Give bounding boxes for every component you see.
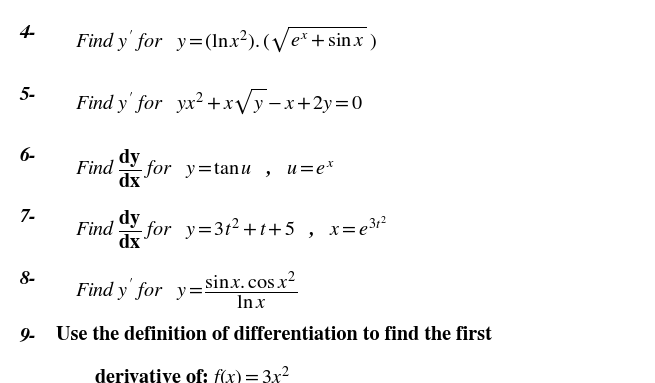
Text: 7-: 7- <box>20 209 37 226</box>
Text: Use the definition of differentiation to find the first: Use the definition of differentiation to… <box>56 326 491 344</box>
Text: 4-: 4- <box>20 25 37 43</box>
Text: 8-: 8- <box>20 270 37 288</box>
Text: $\mathbf{\mathit{Find}}$ $\mathbf{\dfrac{dy}{dx}}$ $\mathbf{\mathit{for}}$   $\m: $\mathbf{\mathit{Find}}$ $\mathbf{\dfrac… <box>75 147 335 190</box>
Text: 6-: 6- <box>20 147 37 165</box>
Text: $\mathbf{\mathit{Find\ y^{\prime}\ for}}$   $\mathit{yx^2 + x\sqrt{y} - x + 2y =: $\mathbf{\mathit{Find\ y^{\prime}\ for}}… <box>75 86 364 116</box>
Text: 5-: 5- <box>20 86 37 104</box>
Text: $\mathbf{\mathit{Find}}$ $\mathbf{\dfrac{dy}{dx}}$ $\mathbf{\mathit{for}}$   $\m: $\mathbf{\mathit{Find}}$ $\mathbf{\dfrac… <box>75 209 388 251</box>
Text: $\mathbf{\mathit{Find\ y^{\prime}\ for}}$   $\mathit{y = \dfrac{\sin x.\cos x^2}: $\mathbf{\mathit{Find\ y^{\prime}\ for}}… <box>75 270 297 313</box>
Text: $\mathbf{\mathit{Find\ y^{\prime}\ for}}$   $\mathit{y = (\ln x^2).(\sqrt{e^x + : $\mathbf{\mathit{Find\ y^{\prime}\ for}}… <box>75 25 378 54</box>
Text: derivative of: $f(x) = 3x^2$: derivative of: $f(x) = 3x^2$ <box>79 365 290 383</box>
Text: 9-: 9- <box>20 326 37 344</box>
